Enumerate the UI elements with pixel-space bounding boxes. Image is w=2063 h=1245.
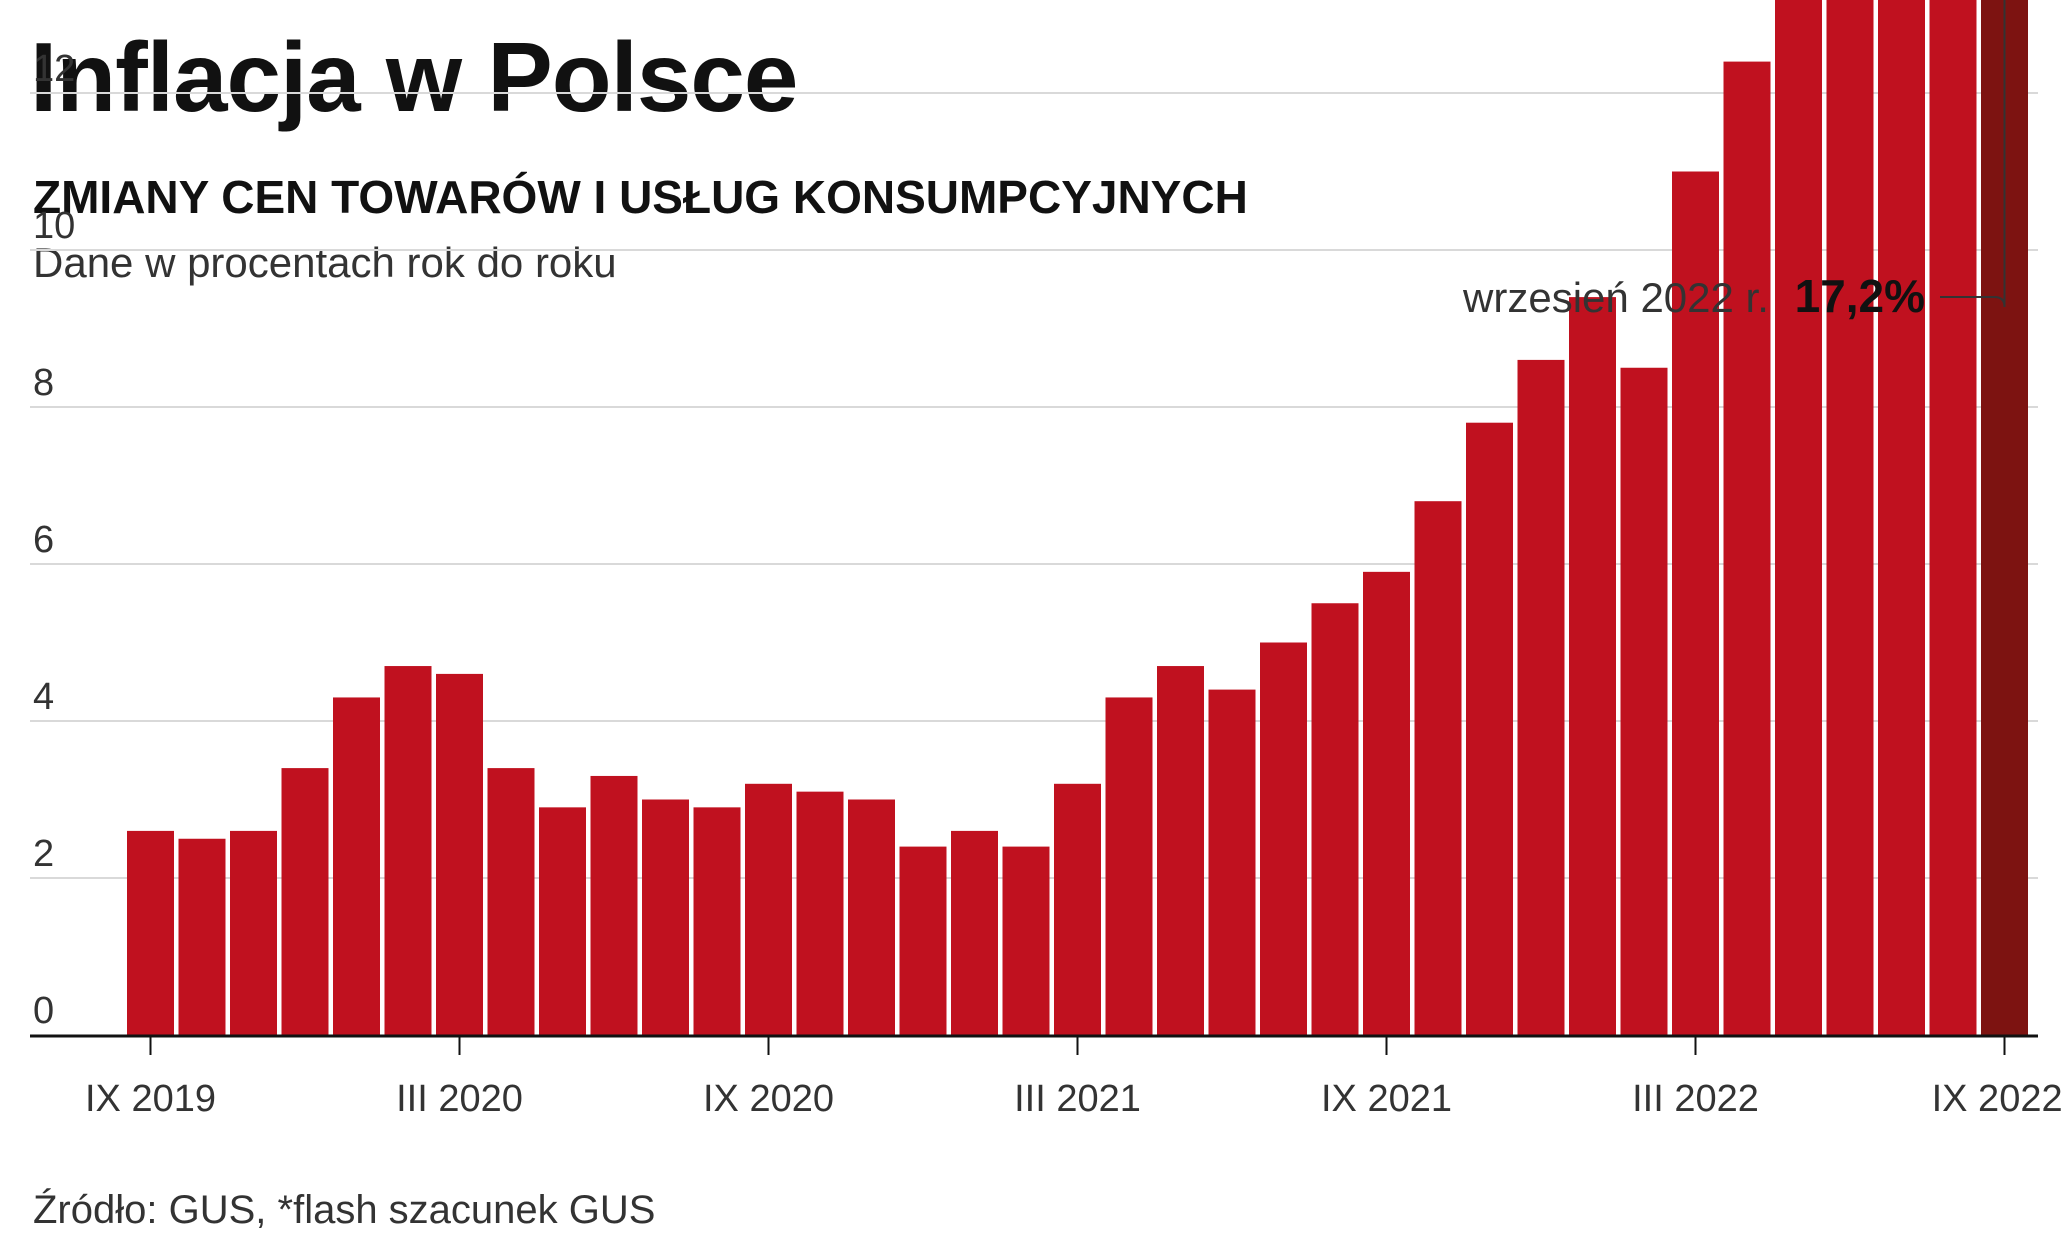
y-tick-label: 0 xyxy=(33,990,54,1032)
annotation-label: wrzesień 2022 r. 17,2% xyxy=(1462,270,1925,322)
y-tick-label: 6 xyxy=(33,519,54,561)
bar xyxy=(1878,0,1925,1035)
y-axis-tick-labels: 0246810121416% xyxy=(33,48,75,1032)
y-tick-label: 10 xyxy=(33,205,75,247)
annotation-value: 17,2% xyxy=(1795,270,1925,322)
bars xyxy=(127,0,2028,1036)
bar xyxy=(333,697,380,1035)
bar xyxy=(796,791,844,1035)
annotation-date: wrzesień 2022 r. xyxy=(1462,274,1769,321)
bar xyxy=(230,830,277,1035)
bar xyxy=(899,846,947,1035)
bar xyxy=(1002,846,1050,1035)
x-axis-ticks: IX 2019 III 2020 IX 2020 III 2021 IX 2021 III… xyxy=(85,1036,2063,1120)
x-tick-label: IX 2020 xyxy=(703,1078,834,1120)
chart-subtitle: ZMIANY CEN TOWARÓW I USŁUG KONSUMPCYJNYC… xyxy=(33,171,1248,223)
bar xyxy=(951,830,998,1035)
bar xyxy=(1569,297,1616,1036)
bar xyxy=(1311,603,1359,1035)
y-tick-label: 2 xyxy=(33,833,54,875)
bar xyxy=(745,783,792,1035)
bar xyxy=(487,768,535,1035)
x-tick-label: III 2020 xyxy=(396,1078,523,1120)
bar xyxy=(127,830,174,1035)
bar xyxy=(848,799,895,1035)
bar xyxy=(1929,0,1977,1035)
bar xyxy=(436,673,483,1035)
bar xyxy=(281,768,329,1035)
bar xyxy=(1157,666,1204,1035)
bar xyxy=(1672,171,1719,1035)
bar xyxy=(590,775,638,1035)
chart-source: Źródło: GUS, *flash szacunek GUS xyxy=(33,1188,656,1232)
x-tick-label: IX 2022* xyxy=(1932,1078,2063,1120)
bar xyxy=(693,807,741,1035)
bar xyxy=(1260,642,1307,1035)
bar xyxy=(642,799,689,1035)
bar xyxy=(1466,422,1513,1035)
x-tick-label: IX 2021 xyxy=(1321,1078,1452,1120)
bar xyxy=(1363,571,1410,1035)
bar xyxy=(1775,0,1822,1036)
chart-title: Inflacja w Polsce xyxy=(30,22,798,132)
y-tick-label: 4 xyxy=(33,676,54,718)
bar xyxy=(1620,367,1668,1035)
y-tick-label: 8 xyxy=(33,362,54,404)
x-tick-label: IX 2019 xyxy=(85,1078,216,1120)
annotation: wrzesień 2022 r. 17,2% xyxy=(1462,0,2006,322)
x-tick-label: III 2022 xyxy=(1632,1078,1759,1120)
x-tick-label: III 2021 xyxy=(1014,1078,1141,1120)
bar xyxy=(1826,0,1874,1035)
bar xyxy=(1054,783,1101,1035)
chart-description: Dane w procentach rok do roku xyxy=(33,239,617,286)
y-tick-label: 12 xyxy=(33,48,75,90)
bar xyxy=(1723,61,1771,1036)
annotation-leader-line xyxy=(1940,0,2006,308)
bar xyxy=(1105,697,1153,1035)
bar xyxy=(1414,501,1462,1035)
bar xyxy=(178,838,226,1035)
bar xyxy=(384,666,432,1035)
bar xyxy=(539,807,586,1035)
bar xyxy=(1517,359,1565,1035)
bar xyxy=(1208,689,1256,1035)
